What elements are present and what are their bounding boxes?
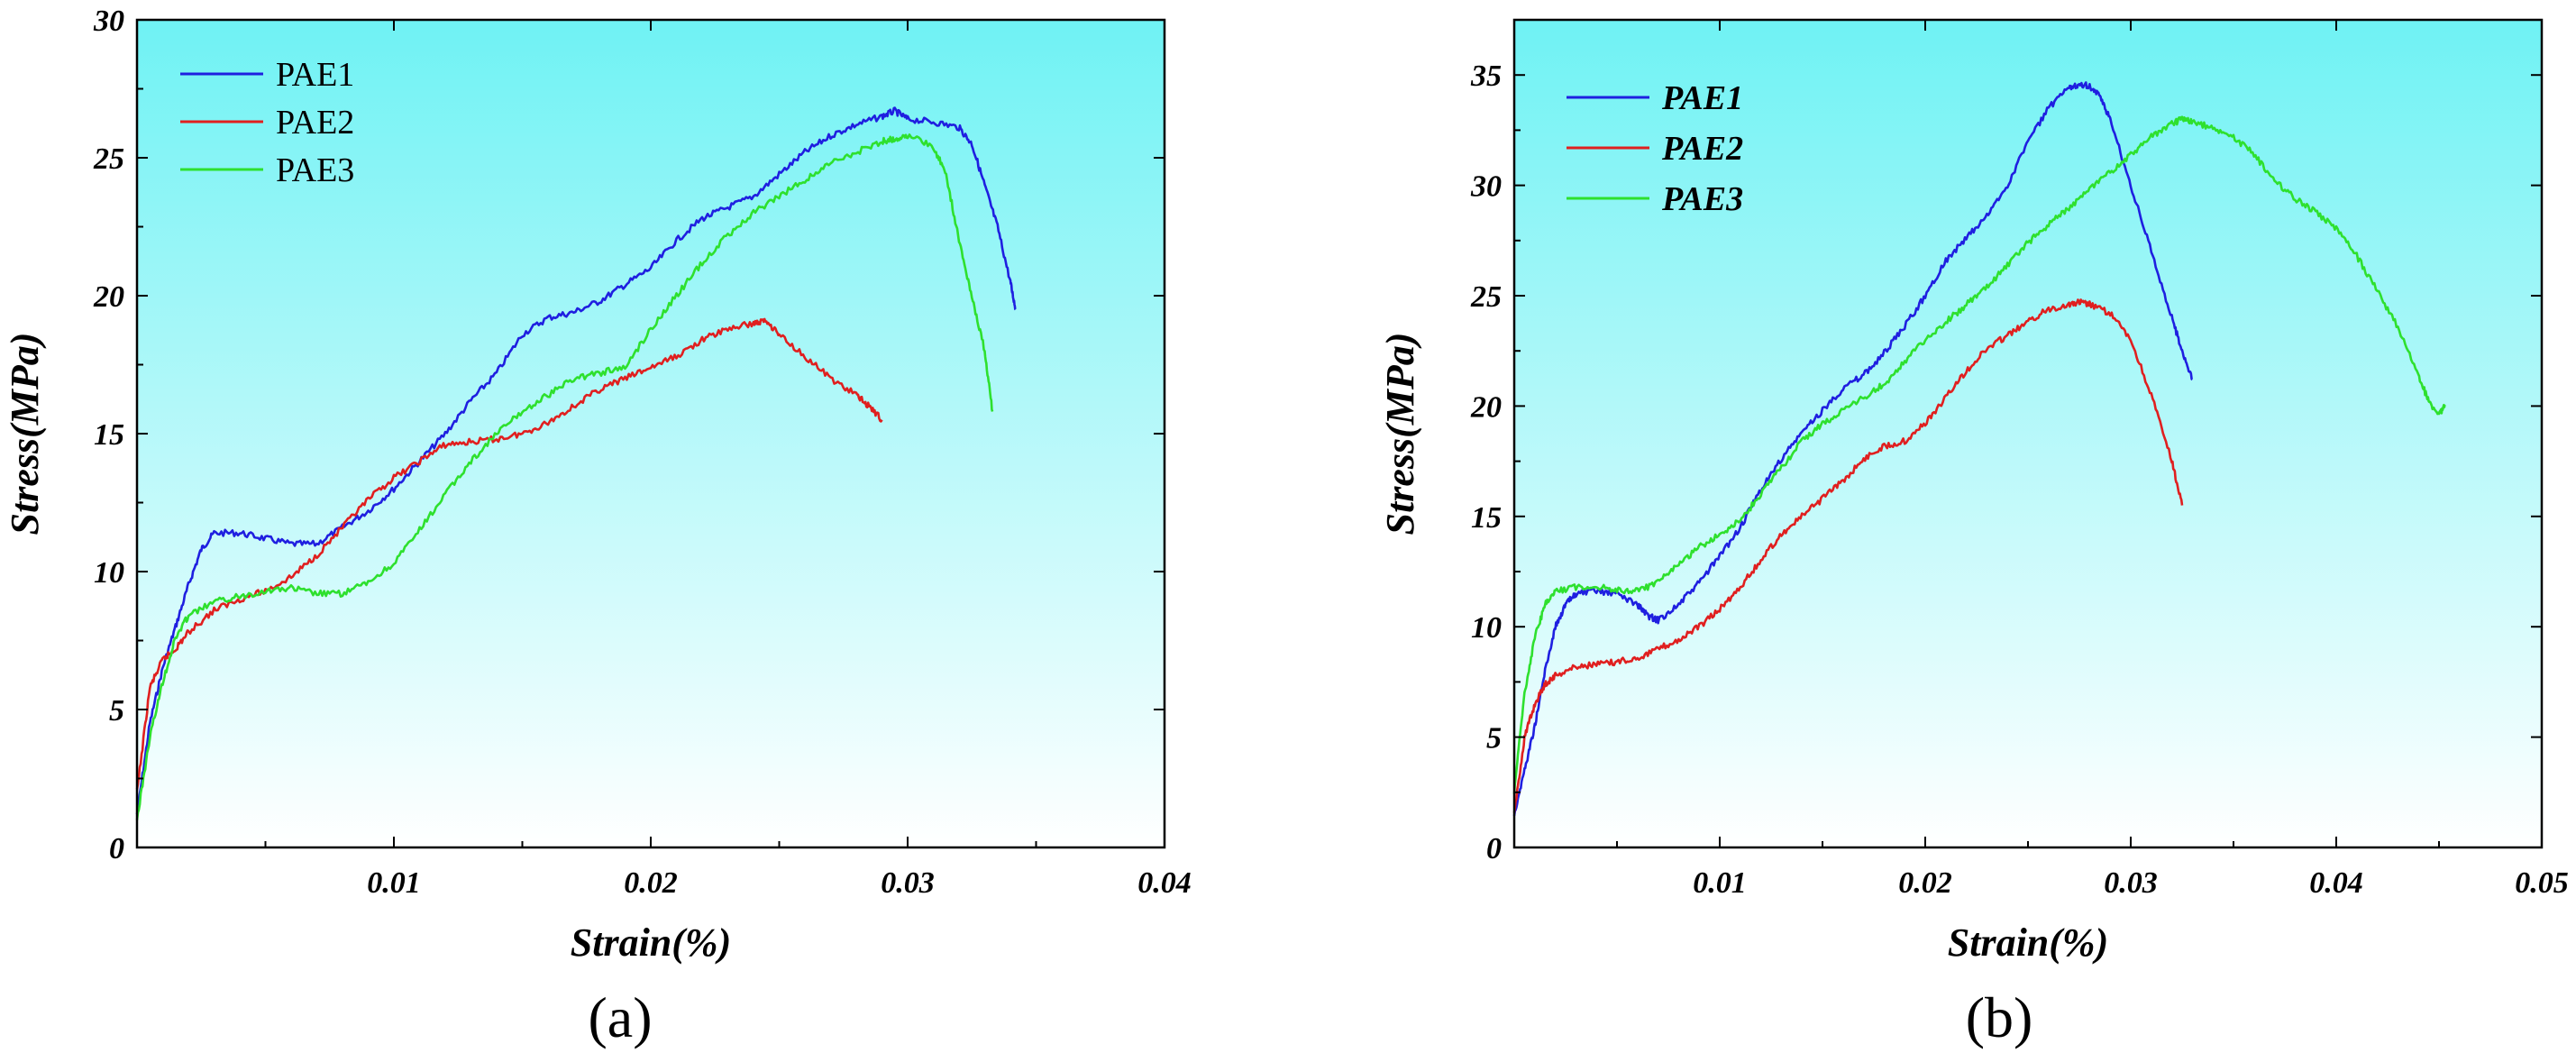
x-tick-label: 0.04 <box>1137 866 1192 900</box>
x-tick-label: 0.03 <box>881 866 935 900</box>
x-tick-label: 0.02 <box>1898 866 1952 900</box>
series-line-pae2 <box>1512 298 2184 813</box>
panel-label-a: (a) <box>588 985 652 1049</box>
legend-label-pae2: PAE2 <box>1661 130 1743 168</box>
y-tick-label: 30 <box>1470 170 1502 204</box>
legend-label-pae1: PAE1 <box>276 56 354 94</box>
x-tick-label: 0.01 <box>367 866 421 900</box>
series-lines-b <box>1512 81 2446 817</box>
y-tick-labels-a: 0 5 10 15 20 25 30 <box>93 5 124 865</box>
y-axis-title-a: Stress(MPa) <box>3 333 47 536</box>
legend-label-pae1: PAE1 <box>1661 79 1743 117</box>
y-tick-label: 25 <box>93 142 124 176</box>
x-axis-title-b: Strain(%) <box>1948 920 2108 965</box>
series-line-pae3 <box>1512 115 2446 794</box>
x-tick-label: 0.04 <box>2309 866 2363 900</box>
x-tick-labels-b: 0.01 0.02 0.03 0.04 0.05 <box>1693 866 2569 900</box>
x-tick-label: 0.02 <box>624 866 678 900</box>
axis-ticks-a <box>137 19 1165 848</box>
legend-a: PAE1 PAE2 PAE3 <box>180 56 354 189</box>
y-tick-labels-b: 0 5 10 15 20 25 30 35 <box>1470 60 1502 865</box>
y-tick-label: 10 <box>1471 611 1502 645</box>
y-tick-label: 10 <box>94 556 124 590</box>
legend-label-pae3: PAE3 <box>276 151 354 189</box>
series-line-pae1 <box>1512 81 2194 817</box>
axis-ticks-b <box>1514 20 2543 848</box>
y-tick-label: 35 <box>1470 60 1502 93</box>
legend-label-pae2: PAE2 <box>276 104 354 142</box>
series-lines-a <box>135 106 1017 820</box>
y-tick-label: 15 <box>94 418 124 452</box>
x-axis-title-a: Strain(%) <box>571 920 731 965</box>
plot-area-b <box>1514 20 2542 847</box>
x-tick-label: 0.01 <box>1693 866 1747 900</box>
panel-label-b: (b) <box>1966 985 2033 1049</box>
plot-area-a <box>137 20 1165 847</box>
y-tick-label: 20 <box>1470 390 1502 424</box>
y-tick-label: 5 <box>1486 722 1502 755</box>
y-tick-label: 25 <box>1470 280 1502 314</box>
y-axis-title-b: Stress(MPa) <box>1378 333 1422 536</box>
y-tick-label: 15 <box>1471 501 1502 535</box>
x-tick-labels-a: 0.01 0.02 0.03 0.04 <box>367 866 1192 900</box>
series-line-pae1 <box>135 106 1017 815</box>
legend-label-pae3: PAE3 <box>1661 180 1743 218</box>
y-tick-label: 20 <box>93 280 124 314</box>
y-tick-label: 0 <box>109 832 124 865</box>
series-line-pae3 <box>135 133 994 820</box>
series-line-pae2 <box>135 317 883 790</box>
y-tick-label: 5 <box>109 694 124 728</box>
y-tick-label: 30 <box>93 5 124 38</box>
x-tick-label: 0.03 <box>2104 866 2158 900</box>
legend-b: PAE1 PAE2 PAE3 <box>1567 79 1743 218</box>
chart-panel-b: 0 5 10 15 20 25 30 35 0.01 0.02 0.03 0.04 0.05 PAE1… <box>1378 18 2569 1049</box>
x-tick-label: 0.05 <box>2515 866 2569 900</box>
y-tick-label: 0 <box>1486 832 1502 865</box>
